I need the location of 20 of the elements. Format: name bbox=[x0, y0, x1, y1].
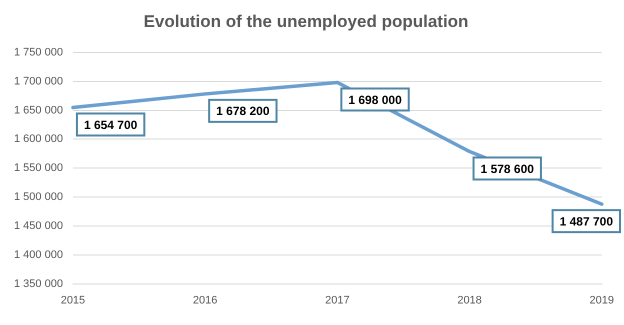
data-label: 1 654 700 bbox=[84, 118, 138, 132]
data-label: 1 698 000 bbox=[348, 92, 402, 107]
y-tick-label: 1 400 000 bbox=[14, 248, 63, 261]
data-label: 1 578 600 bbox=[480, 162, 534, 176]
x-tick-label: 2018 bbox=[457, 294, 482, 306]
x-tick-label: 2019 bbox=[590, 294, 614, 306]
x-tick-label: 2015 bbox=[60, 294, 86, 306]
y-tick-label: 1 750 000 bbox=[14, 46, 63, 58]
y-tick-label: 1 700 000 bbox=[14, 75, 63, 88]
x-tick-label: 2017 bbox=[325, 294, 350, 306]
y-tick-label: 1 650 000 bbox=[14, 104, 63, 116]
y-tick-label: 1 550 000 bbox=[14, 162, 63, 174]
y-tick-label: 1 350 000 bbox=[14, 278, 63, 290]
data-label: 1 487 700 bbox=[560, 214, 614, 228]
data-label: 1 678 200 bbox=[216, 104, 270, 118]
x-tick-label: 2016 bbox=[192, 294, 218, 306]
y-tick-label: 1 600 000 bbox=[14, 133, 63, 146]
y-tick-label: 1 450 000 bbox=[14, 220, 63, 232]
chart-title: Evolution of the unemployed population bbox=[144, 12, 468, 31]
y-tick-label: 1 500 000 bbox=[14, 191, 63, 204]
